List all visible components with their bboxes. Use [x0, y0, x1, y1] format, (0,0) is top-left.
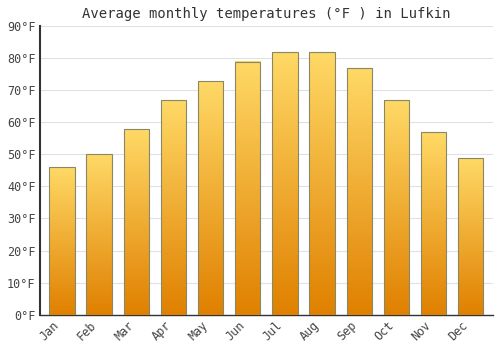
Bar [124, 129, 149, 315]
Bar [458, 158, 483, 315]
Bar [198, 81, 223, 315]
Bar [50, 167, 74, 315]
Bar [384, 100, 409, 315]
Title: Average monthly temperatures (°F ) in Lufkin: Average monthly temperatures (°F ) in Lu… [82, 7, 450, 21]
Bar [235, 62, 260, 315]
Bar [272, 52, 297, 315]
Bar [86, 154, 112, 315]
Bar [310, 52, 334, 315]
Bar [346, 68, 372, 315]
Bar [421, 132, 446, 315]
Bar [161, 100, 186, 315]
